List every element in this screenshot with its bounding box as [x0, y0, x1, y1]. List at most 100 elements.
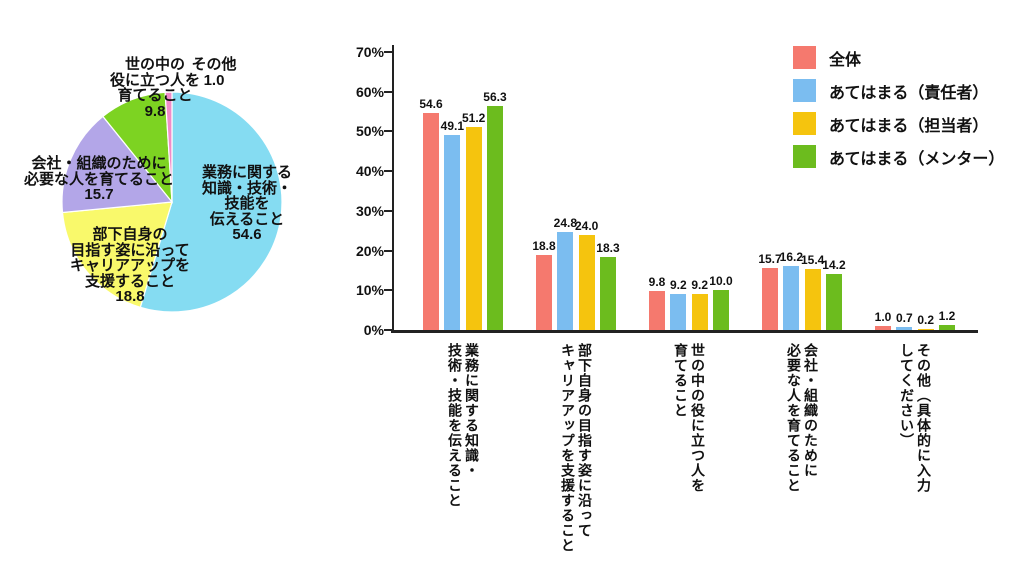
y-axis-tick-label: 20% [355, 242, 384, 259]
y-axis-line [392, 45, 394, 332]
bar [536, 255, 552, 330]
legend-swatch [793, 46, 816, 69]
y-axis-tick-label: 40% [355, 163, 384, 180]
pie-slice-value: 1.0 [203, 71, 225, 89]
pie-slice [61, 201, 173, 309]
bar [486, 106, 503, 330]
legend-item: あてはまる（メンター） [793, 145, 1004, 168]
y-axis-tick [384, 51, 392, 53]
legend-swatch [793, 145, 816, 168]
pie-slice-label-line: キャリアアップを [69, 257, 191, 274]
pie-slice-label-line: 会社・組織のために [31, 155, 167, 172]
bar [557, 231, 574, 330]
pie-slice-label-line: 役に立つ人を [109, 71, 201, 89]
legend-item: 全体 [793, 46, 1004, 69]
legend-swatch [793, 112, 816, 135]
category-label-column: 部下自身の目指す姿に沿って [577, 343, 593, 538]
pie-slice-label-line: 目指す姿に沿って [70, 241, 190, 259]
y-axis-tick [384, 249, 392, 252]
category-label-column: その他（具体的に入力 [916, 343, 932, 493]
bar [444, 135, 461, 330]
category-label-column: 必要な人を育てること [786, 343, 802, 493]
bar-value-label: 56.3 [483, 90, 507, 105]
bar [938, 325, 955, 330]
bar [578, 234, 595, 330]
pie-slice-label-line: 育てること [117, 87, 193, 104]
category-label: 部下自身の目指す姿に沿って キャリアアップを支援すること [559, 343, 593, 553]
bar-value-label: 54.6 [419, 97, 443, 112]
pie-slice-label-line: 業務に関する [201, 164, 293, 181]
pie-slice-label: 世の中の 役に立つ人を 育てること 9.8 [110, 57, 200, 119]
pie-slice [61, 115, 174, 214]
bar-value-label: 1.2 [938, 309, 956, 324]
pie-slice-label-line: 知識・技術・ [201, 179, 293, 197]
y-axis-tick [384, 329, 392, 331]
pie-slice-label-line: 必要な人を育てること [23, 170, 175, 188]
bar-value-label: 15.4 [800, 252, 825, 267]
bar-value-label: 24.0 [574, 218, 599, 233]
bar-value-label: 49.1 [440, 119, 465, 133]
bar-value-label: 16.2 [779, 249, 804, 264]
y-axis-tick [384, 130, 392, 133]
bar [670, 293, 687, 330]
legend-label: あてはまる（メンター） [829, 150, 1005, 168]
legend: 全体あてはまる（責任者） あてはまる（担当者） あてはまる（メンター） [793, 46, 1004, 178]
category-label-column: キャリアアップを支援すること [560, 343, 576, 553]
bar [762, 267, 778, 330]
bar [825, 273, 842, 330]
pie-slice-label-line: 世の中の [124, 56, 186, 73]
pie-slice-label: その他 1.0 [191, 57, 236, 88]
bar-value-label: 15.7 [758, 251, 782, 266]
pie-slice-value: 15.7 [84, 186, 114, 203]
bar [691, 293, 708, 330]
y-axis-tick [384, 209, 392, 212]
bar-value-label: 18.3 [596, 241, 620, 256]
category-label-column: 業務に関する知識・ [464, 343, 480, 478]
bar-value-label: 14.2 [822, 257, 846, 272]
x-axis-line [391, 330, 978, 333]
pie-slice-label: 会社・組織のために 必要な人を育てること 15.7 [24, 156, 174, 203]
bar [804, 268, 821, 330]
pie-slice-label-line: その他 [191, 56, 237, 73]
bar [896, 327, 913, 330]
y-axis-tick-label: 70% [355, 44, 384, 60]
bar-value-label: 9.2 [669, 277, 687, 292]
y-axis-tick [384, 289, 392, 292]
bar-value-label: 10.0 [709, 274, 733, 289]
y-axis-tick [384, 90, 392, 93]
category-label: 業務に関する知識・ 技術・技能を伝えること [446, 343, 480, 508]
pie-slice-label-line: 支援すること [84, 272, 176, 290]
bar [875, 326, 891, 330]
pie-slice-label-line: 技能を [224, 195, 270, 212]
legend-item: あてはまる（担当者） [793, 112, 1004, 135]
legend-label: あてはまる（責任者） [829, 84, 989, 102]
bar-value-label: 0.7 [895, 311, 913, 326]
bar-value-label: 51.2 [461, 110, 486, 125]
legend-label: あてはまる（担当者） [829, 117, 989, 135]
pie-chart [61, 91, 283, 313]
pie-slice [164, 91, 173, 203]
category-label-column: してください） [899, 343, 915, 448]
bar-value-label: 1.0 [874, 310, 892, 324]
category-label: 会社・組織のために 必要な人を育てること [785, 343, 819, 493]
pie-slice [139, 91, 283, 313]
bar-value-label: 9.2 [691, 277, 708, 292]
category-label-column: 技術・技能を伝えること [447, 343, 463, 508]
y-axis-tick-label: 50% [355, 123, 384, 140]
pie-slice-label-line: 伝えること [209, 210, 285, 228]
category-label-column: 会社・組織のために [803, 343, 819, 478]
y-axis-tick-label: 0% [363, 322, 384, 338]
bar [783, 265, 800, 330]
pie-slice-label: 業務に関する 知識・技術・ 技能を 伝えること 54.6 [202, 165, 292, 243]
legend-label: 全体 [829, 51, 862, 69]
legend-item: あてはまる（責任者） [793, 79, 1004, 102]
pie-slice-value: 9.8 [144, 102, 166, 120]
pie-slice-label-line: 部下自身の [92, 226, 168, 243]
bar [712, 290, 729, 330]
bar [649, 291, 665, 330]
category-label-column: 育てること [673, 343, 689, 418]
category-label: 世の中の役に立つ人を 育てること [672, 343, 706, 493]
bar [465, 126, 482, 330]
category-label-column: 世の中の役に立つ人を [690, 343, 706, 493]
